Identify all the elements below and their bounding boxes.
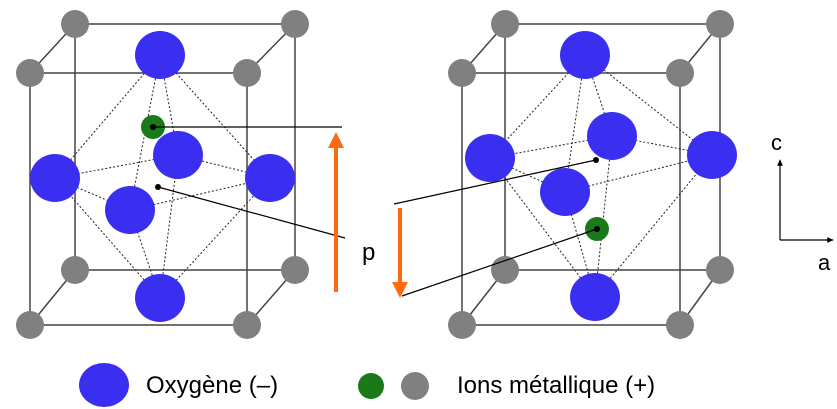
c-axis-label: c (771, 130, 782, 155)
metal-ion-corner (706, 256, 734, 284)
metal-ion-corner (666, 59, 694, 87)
oxygen-ion (587, 112, 637, 160)
left-p-pointer-line (157, 186, 346, 239)
right-p-pointer-line (401, 228, 598, 297)
legend-oxygen-label: Oxygène (–) (146, 372, 278, 399)
p-label: p (362, 239, 375, 266)
oxygen-ion (465, 134, 515, 182)
right-oxygen-ions (465, 31, 737, 321)
legend: Oxygène (–) Ions métallique (+) (79, 363, 655, 407)
oxygen-ion (135, 31, 185, 79)
oxygen-ion (687, 131, 737, 179)
right-unit-cell (393, 10, 737, 339)
metal-ion-corner (233, 311, 261, 339)
oxygen-ion (570, 273, 620, 321)
left-oxygen-ions (30, 31, 295, 322)
metal-ion-corner (16, 59, 44, 87)
oxygen-ion (245, 154, 295, 202)
metal-ion-corner (448, 59, 476, 87)
oxygen-ion (105, 186, 155, 234)
left-unit-cell (16, 10, 346, 339)
left-octahedron-lines (54, 54, 271, 299)
metal-ion-corner (16, 311, 44, 339)
metal-ion-corner (666, 311, 694, 339)
legend-metal-label: Ions métallique (+) (457, 372, 655, 399)
metal-ion-corner (61, 10, 89, 38)
right-octa-pointer-line (393, 159, 597, 205)
oxygen-ion (153, 131, 203, 179)
axes-indicator: c a (771, 130, 834, 275)
metal-ion-corner (491, 10, 519, 38)
a-axis-label: a (818, 250, 831, 275)
oxygen-ion (135, 274, 185, 322)
legend-metal-center-swatch (358, 373, 384, 399)
left-corner-ions (16, 10, 309, 339)
metal-ion-corner (281, 256, 309, 284)
metal-ion-corner (281, 10, 309, 38)
oxygen-ion (560, 31, 610, 79)
metal-ion-corner (233, 59, 261, 87)
legend-oxygen-swatch (79, 363, 129, 407)
oxygen-ion (540, 168, 590, 216)
metal-ion-corner (448, 311, 476, 339)
oxygen-ion (30, 154, 80, 202)
legend-metal-corner-swatch (401, 372, 429, 400)
metal-ion-corner (61, 256, 89, 284)
metal-ion-corner (706, 10, 734, 38)
